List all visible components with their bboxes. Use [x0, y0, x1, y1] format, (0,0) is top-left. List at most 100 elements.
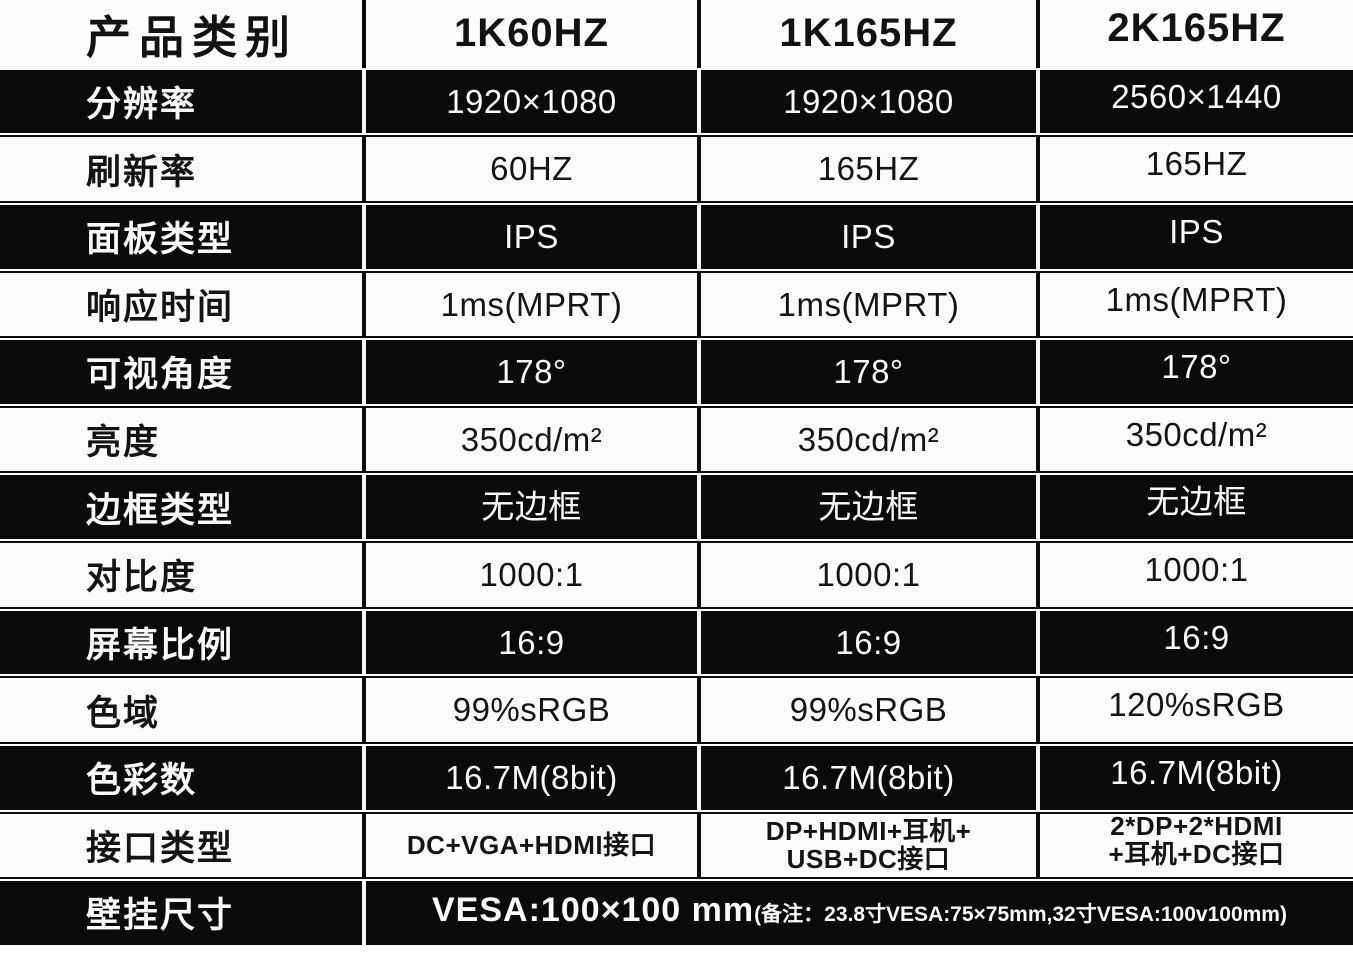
- header-col-3: 2K165HZ: [1036, 0, 1353, 68]
- row-label: 边框类型: [86, 490, 235, 530]
- spec-cell: IPS: [1036, 204, 1353, 269]
- spec-value: 1920×1080: [446, 82, 617, 120]
- spec-cell: 1ms(MPRT): [697, 272, 1036, 337]
- spec-value: 60HZ: [490, 150, 573, 188]
- spec-value: IPS: [1169, 212, 1224, 250]
- table-row-color-gamut: 色域 99%sRGB 99%sRGB 120%sRGB: [0, 676, 1353, 744]
- table-row-bezel-type: 边框类型 无边框 无边框 无边框: [0, 473, 1353, 541]
- row-label: 可视角度: [86, 355, 235, 395]
- spec-cell: 16.7M(8bit): [362, 745, 697, 810]
- row-label-cell: 边框类型: [0, 475, 362, 539]
- row-label-cell: 色彩数: [0, 746, 362, 810]
- table-row-ports: 接口类型 DC+VGA+HDMI接口 DP+HDMI+耳机+ USB+DC接口 …: [0, 811, 1353, 880]
- row-label: 屏幕比例: [86, 625, 235, 665]
- spec-cell: 1ms(MPRT): [1036, 272, 1353, 337]
- spec-value: 16.7M(8bit): [1110, 753, 1283, 791]
- row-label-cell: 响应时间: [0, 273, 362, 337]
- spec-cell: 178°: [362, 340, 697, 404]
- spec-cell: 16.7M(8bit): [697, 745, 1036, 810]
- spec-value: 1000:1: [1144, 551, 1249, 588]
- spec-cell: 99%sRGB: [697, 678, 1036, 742]
- spec-cell: 1000:1: [697, 543, 1036, 607]
- row-label-cell: 壁挂尺寸: [0, 881, 362, 945]
- wall-mount-note: (备注：23.8寸VESA:75×75mm,32寸VESA:100v100mm): [754, 903, 1287, 927]
- row-label-cell: 面板类型: [0, 205, 362, 269]
- spec-cell: 1000:1: [1036, 543, 1353, 607]
- spec-value: 2560×1440: [1111, 77, 1282, 115]
- row-label: 接口类型: [86, 828, 235, 868]
- table-row-aspect-ratio: 屏幕比例 16:9 16:9 16:9: [0, 608, 1353, 677]
- header-col-2-title: 1K165HZ: [779, 11, 958, 56]
- row-label-cell: 刷新率: [0, 137, 362, 201]
- row-label-cell: 色域: [0, 678, 362, 742]
- table-row-wall-mount: 壁挂尺寸 VESA:100×100 mm (备注：23.8寸VESA:75×75m…: [0, 879, 1353, 947]
- spec-cell: 350cd/m²: [697, 407, 1036, 472]
- row-label-cell: 亮度: [0, 408, 362, 472]
- wall-mount-cell: VESA:100×100 mm (备注：23.8寸VESA:75×75mm,32寸…: [362, 881, 1353, 945]
- row-label: 亮度: [86, 423, 161, 463]
- spec-value: DC+VGA+HDMI接口: [406, 830, 657, 861]
- wall-mount-value: VESA:100×100 mm (备注：23.8寸VESA:75×75mm,32寸…: [432, 891, 1287, 930]
- spec-cell: IPS: [697, 204, 1036, 269]
- table-row-contrast: 对比度 1000:1 1000:1 1000:1: [0, 541, 1353, 609]
- spec-cell: 350cd/m²: [362, 407, 697, 472]
- spec-cell: 16:9: [362, 610, 697, 675]
- spec-cell: 120%sRGB: [1036, 678, 1353, 742]
- row-label: 对比度: [86, 558, 198, 598]
- header-label-cell: 产品类别: [0, 0, 362, 68]
- spec-cell: 16.7M(8bit): [1036, 745, 1353, 810]
- spec-value: 16:9: [498, 623, 565, 661]
- spec-cell: 165HZ: [1036, 137, 1353, 201]
- product-spec-table: 产品类别 1K60HZ 1K165HZ 2K165HZ 分辨率 1920×108…: [0, 0, 1353, 947]
- row-label: 分辨率: [86, 84, 198, 124]
- header-col-1-title: 1K60HZ: [454, 11, 609, 56]
- table-row-color-depth: 色彩数 16.7M(8bit) 16.7M(8bit) 16.7M(8bit): [0, 743, 1353, 812]
- spec-cell: 无边框: [1036, 475, 1353, 539]
- spec-value: 无边框: [481, 488, 582, 526]
- spec-cell: 350cd/m²: [1036, 407, 1353, 472]
- spec-value: 165HZ: [817, 150, 920, 188]
- spec-value: 1ms(MPRT): [1105, 280, 1288, 318]
- spec-value: 16:9: [1163, 618, 1230, 656]
- row-label: 响应时间: [86, 287, 235, 327]
- row-label: 色彩数: [86, 761, 198, 801]
- row-label: 壁挂尺寸: [86, 896, 235, 936]
- spec-cell: 2*DP+2*HDMI +耳机+DC接口: [1036, 813, 1353, 878]
- spec-cell: 99%sRGB: [362, 678, 697, 742]
- spec-value: 178°: [496, 353, 567, 391]
- header-col-2: 1K165HZ: [697, 0, 1036, 68]
- table-row-brightness: 亮度 350cd/m² 350cd/m² 350cd/m²: [0, 405, 1353, 474]
- spec-cell: 178°: [1036, 340, 1353, 404]
- spec-value: 350cd/m²: [797, 420, 940, 458]
- spec-cell: 60HZ: [362, 137, 697, 201]
- spec-cell: DC+VGA+HDMI接口: [362, 813, 697, 878]
- spec-cell: 1ms(MPRT): [362, 272, 697, 337]
- row-label: 色域: [86, 693, 161, 733]
- spec-cell: 16:9: [1036, 610, 1353, 675]
- row-label: 刷新率: [86, 152, 198, 192]
- table-row-viewing-angle: 可视角度 178° 178° 178°: [0, 338, 1353, 406]
- spec-value: 99%sRGB: [789, 691, 948, 729]
- spec-cell: DP+HDMI+耳机+ USB+DC接口: [697, 813, 1036, 878]
- spec-value: 无边框: [1146, 483, 1247, 521]
- header-label: 产品类别: [86, 12, 299, 64]
- spec-cell: 1920×1080: [362, 69, 697, 134]
- spec-value: 1920×1080: [783, 82, 954, 120]
- spec-value: 2*DP+2*HDMI +耳机+DC接口: [1108, 813, 1285, 870]
- spec-value: 16.7M(8bit): [445, 758, 618, 796]
- spec-value: IPS: [504, 217, 559, 255]
- row-label-cell: 对比度: [0, 543, 362, 607]
- spec-cell: 2560×1440: [1036, 69, 1353, 134]
- table-row-panel-type: 面板类型 IPS IPS IPS: [0, 202, 1353, 271]
- spec-value: 165HZ: [1145, 145, 1248, 183]
- spec-value: 无边框: [818, 488, 919, 526]
- spec-cell: 165HZ: [697, 137, 1036, 201]
- spec-cell: 无边框: [362, 475, 697, 539]
- row-label-cell: 分辨率: [0, 70, 362, 134]
- row-label-cell: 可视角度: [0, 340, 362, 404]
- spec-value: 16:9: [835, 623, 902, 661]
- spec-cell: 16:9: [697, 610, 1036, 675]
- spec-cell: 无边框: [697, 475, 1036, 539]
- spec-value: 1000:1: [816, 556, 921, 593]
